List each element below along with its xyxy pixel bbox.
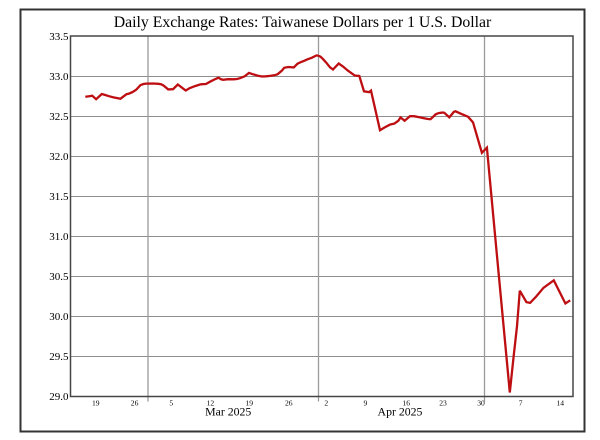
svg-text:19: 19 [245,399,253,408]
svg-text:19: 19 [92,399,100,408]
svg-text:26: 26 [285,399,293,408]
svg-text:Daily Exchange Rates: Taiwanes: Daily Exchange Rates: Taiwanese Dollars … [114,14,492,31]
svg-text:29.5: 29.5 [49,351,69,363]
svg-text:33.0: 33.0 [49,71,69,83]
svg-text:7: 7 [519,399,523,408]
svg-text:Mar 2025: Mar 2025 [205,405,251,419]
svg-text:32.5: 32.5 [49,111,69,123]
svg-text:31.0: 31.0 [49,231,69,243]
svg-text:5: 5 [169,399,173,408]
svg-text:30.5: 30.5 [49,271,69,283]
svg-text:16: 16 [402,399,410,408]
svg-text:12: 12 [207,399,215,408]
svg-text:32.0: 32.0 [49,151,69,163]
svg-text:23: 23 [439,399,447,408]
svg-text:29.0: 29.0 [49,391,69,403]
svg-text:9: 9 [364,399,368,408]
svg-text:30.0: 30.0 [49,311,69,323]
svg-text:26: 26 [131,399,139,408]
svg-text:31.5: 31.5 [49,191,69,203]
svg-text:14: 14 [557,399,565,408]
svg-text:30: 30 [477,399,485,408]
svg-text:2: 2 [324,399,328,408]
svg-text:Apr 2025: Apr 2025 [378,405,423,419]
svg-text:33.5: 33.5 [49,31,69,43]
